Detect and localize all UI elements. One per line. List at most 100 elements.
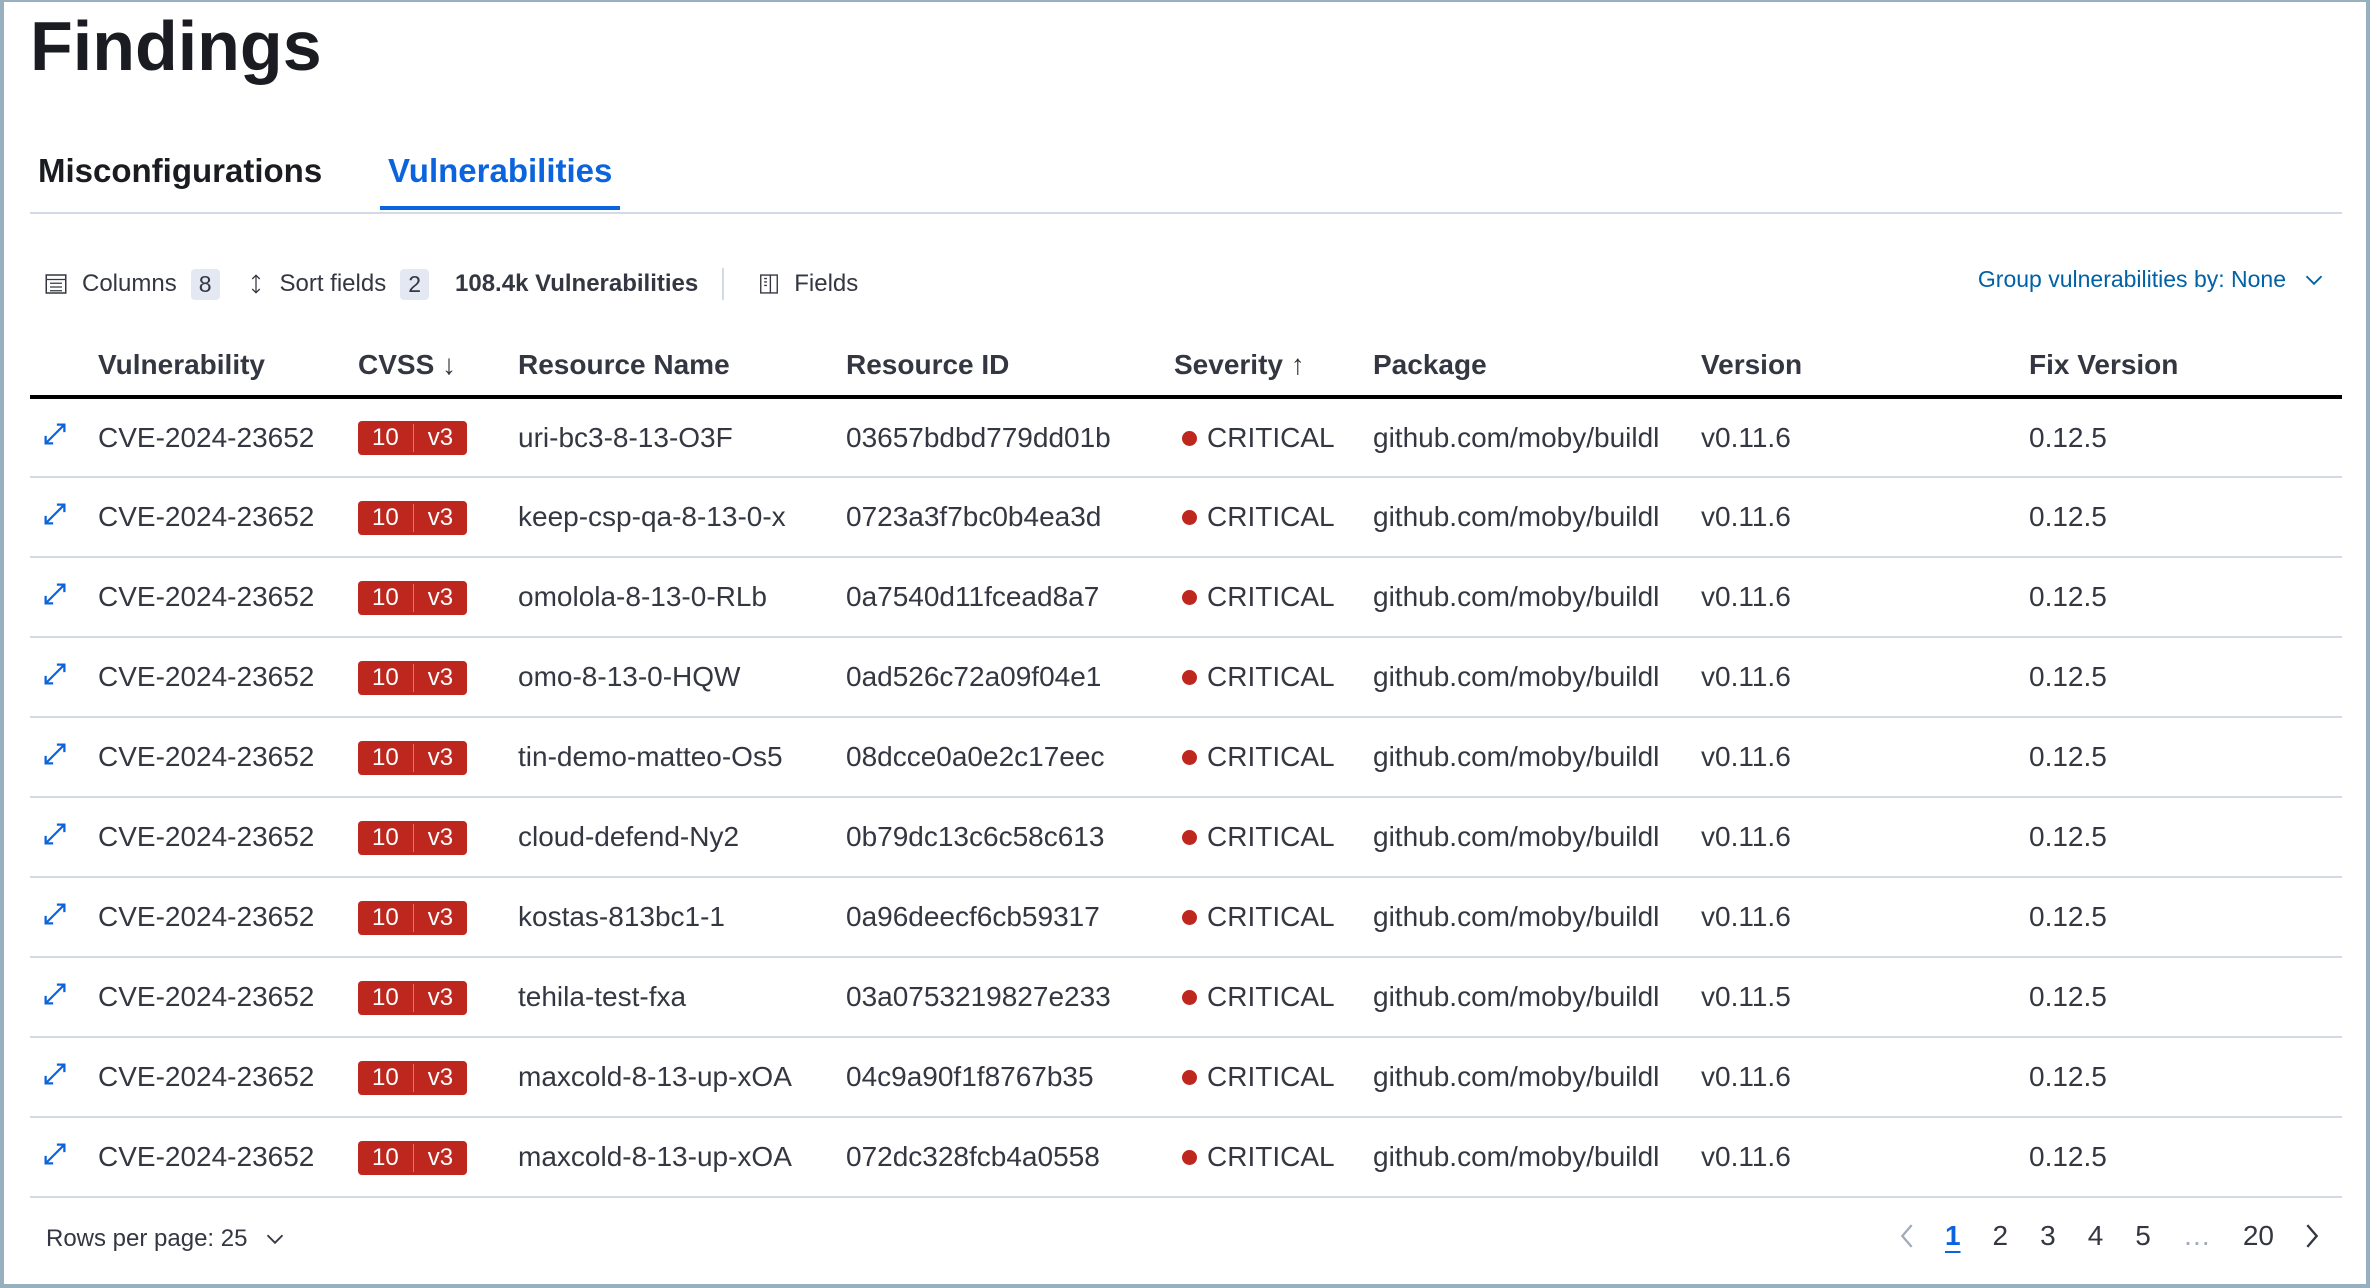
cvss-version: v3: [412, 424, 467, 452]
severity-cell: CRITICAL: [1174, 477, 1373, 558]
expand-row-button[interactable]: [30, 1117, 98, 1198]
column-header-severity[interactable]: Severity ↑: [1174, 334, 1373, 399]
sort-fields-button[interactable]: Sort fields 2: [246, 268, 430, 300]
resource-id-cell: 04c9a90f1f8767b35: [846, 1037, 1174, 1118]
expand-row-button[interactable]: [30, 877, 98, 958]
cvss-cell: 10 v3: [358, 637, 518, 718]
table-row: CVE-2024-23652 10 v3 cloud-defend-Ny2 0b7…: [30, 797, 2342, 878]
previous-page-icon[interactable]: [1899, 1222, 1915, 1250]
resource-name-cell: maxcold-8-13-up-xOA: [518, 1037, 846, 1118]
version-cell: v0.11.6: [1701, 557, 2029, 638]
fix-version-cell: 0.12.5: [2029, 1117, 2342, 1198]
cvss-cell: 10 v3: [358, 877, 518, 958]
expand-icon: [44, 983, 66, 1004]
cvss-score: 10: [372, 503, 399, 531]
severity-header-label: Severity: [1174, 348, 1283, 380]
cvss-badge: 10 v3: [358, 660, 468, 695]
fix-version-cell: 0.12.5: [2029, 957, 2342, 1038]
page-5[interactable]: 5: [2135, 1220, 2151, 1251]
page-3[interactable]: 3: [2040, 1220, 2056, 1251]
sort-icon: [251, 274, 260, 294]
next-page-icon[interactable]: [2304, 1222, 2320, 1250]
column-header-package[interactable]: Package: [1373, 334, 1701, 399]
cvss-badge: 10 v3: [358, 500, 468, 535]
vulnerability-cell[interactable]: CVE-2024-23652: [98, 637, 358, 718]
resource-id-cell: 072dc328fcb4a0558: [846, 1117, 1174, 1198]
vulnerability-cell[interactable]: CVE-2024-23652: [98, 957, 358, 1038]
column-header-version[interactable]: Version: [1701, 334, 2029, 399]
vulnerability-cell[interactable]: CVE-2024-23652: [98, 1037, 358, 1118]
toolbar-divider: [722, 268, 725, 300]
cvss-version: v3: [412, 823, 467, 852]
fix-version-cell: 0.12.5: [2029, 637, 2342, 718]
sort-descending-icon: ↓: [442, 348, 457, 380]
column-header-cvss[interactable]: CVSS ↓: [358, 334, 518, 399]
severity-dot-icon: [1182, 1150, 1197, 1166]
cvss-version: v3: [412, 1063, 467, 1092]
chevron-down-icon: [2305, 275, 2323, 285]
cvss-badge: 10 v3: [358, 1140, 468, 1175]
vulnerability-cell[interactable]: CVE-2024-23652: [98, 877, 358, 958]
resource-id-cell: 0b79dc13c6c58c613: [846, 797, 1174, 878]
vulnerability-cell[interactable]: CVE-2024-23652: [98, 397, 358, 478]
expand-row-button[interactable]: [30, 717, 98, 798]
package-cell: github.com/moby/buildl: [1373, 397, 1701, 478]
cvss-score: 10: [372, 903, 399, 931]
expand-row-button[interactable]: [30, 557, 98, 638]
column-header-fix-version[interactable]: Fix Version: [2029, 334, 2342, 399]
package-cell: github.com/moby/buildl: [1373, 877, 1701, 958]
sort-fields-label: Sort fields: [279, 270, 387, 297]
expand-row-button[interactable]: [30, 397, 98, 478]
severity-cell: CRITICAL: [1174, 637, 1373, 718]
expand-row-button[interactable]: [30, 957, 98, 1038]
resource-id-cell: 08dcce0a0e2c17eec: [846, 717, 1174, 798]
table-row: CVE-2024-23652 10 v3 maxcold-8-13-up-xOA …: [30, 1117, 2342, 1198]
pagination-ellipsis: …: [2182, 1220, 2211, 1251]
column-header-resource-name[interactable]: Resource Name: [518, 334, 846, 399]
columns-button[interactable]: Columns 8: [44, 268, 220, 300]
cvss-version: v3: [412, 743, 467, 772]
resource-id-cell: 0a96deecf6cb59317: [846, 877, 1174, 958]
cvss-badge: 10 v3: [358, 1060, 468, 1095]
resource-name-cell: tin-demo-matteo-Os5: [518, 717, 846, 798]
page-1[interactable]: 1: [1944, 1220, 1961, 1251]
version-cell: v0.11.6: [1701, 397, 2029, 478]
cvss-score: 10: [372, 1063, 399, 1091]
expand-row-button[interactable]: [30, 1037, 98, 1118]
package-cell: github.com/moby/buildl: [1373, 477, 1701, 558]
expand-row-button[interactable]: [30, 477, 98, 558]
vulnerability-cell[interactable]: CVE-2024-23652: [98, 717, 358, 798]
expand-row-button[interactable]: [30, 797, 98, 878]
severity-cell: CRITICAL: [1174, 877, 1373, 958]
column-header-resource-id[interactable]: Resource ID: [846, 334, 1174, 399]
vulnerability-cell[interactable]: CVE-2024-23652: [98, 557, 358, 638]
fields-icon: [760, 274, 779, 294]
page-4[interactable]: 4: [2087, 1220, 2104, 1251]
severity-dot-icon: [1182, 1070, 1197, 1086]
column-header-vulnerability[interactable]: Vulnerability: [98, 334, 358, 399]
cvss-cell: 10 v3: [358, 557, 518, 638]
page-2[interactable]: 2: [1992, 1220, 2009, 1251]
rows-per-page-selector[interactable]: Rows per page: 25: [46, 1225, 285, 1253]
severity-cell: CRITICAL: [1174, 1037, 1373, 1118]
cvss-cell: 10 v3: [358, 957, 518, 1038]
vulnerability-cell[interactable]: CVE-2024-23652: [98, 477, 358, 558]
table-row: CVE-2024-23652 10 v3 omo-8-13-0-HQW 0ad52…: [30, 637, 2342, 718]
page-20[interactable]: 20: [2242, 1220, 2274, 1251]
expand-row-button[interactable]: [30, 637, 98, 718]
fix-version-cell: 0.12.5: [2029, 797, 2342, 878]
cvss-version: v3: [412, 903, 467, 932]
tab-misconfigurations[interactable]: Misconfigurations: [38, 152, 323, 189]
cvss-score: 10: [372, 583, 399, 611]
table-icon: [45, 274, 67, 294]
vulnerability-cell[interactable]: CVE-2024-23652: [98, 1117, 358, 1198]
vulnerability-cell[interactable]: CVE-2024-23652: [98, 797, 358, 878]
cvss-badge: 10 v3: [358, 980, 468, 1015]
cvss-score: 10: [372, 823, 399, 851]
fields-button[interactable]: Fields: [758, 270, 858, 298]
group-by-dropdown[interactable]: Group vulnerabilities by: None: [1978, 266, 2324, 293]
cvss-version: v3: [412, 1143, 467, 1172]
severity-label: CRITICAL: [1207, 981, 1335, 1012]
tab-vulnerabilities[interactable]: Vulnerabilities: [380, 152, 621, 210]
